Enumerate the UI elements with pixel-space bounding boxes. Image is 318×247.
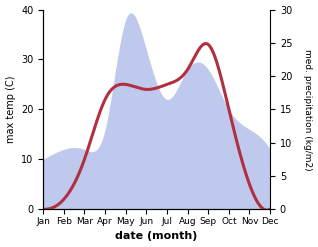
Y-axis label: max temp (C): max temp (C) <box>5 76 16 143</box>
X-axis label: date (month): date (month) <box>115 231 198 242</box>
Y-axis label: med. precipitation (kg/m2): med. precipitation (kg/m2) <box>303 49 313 170</box>
